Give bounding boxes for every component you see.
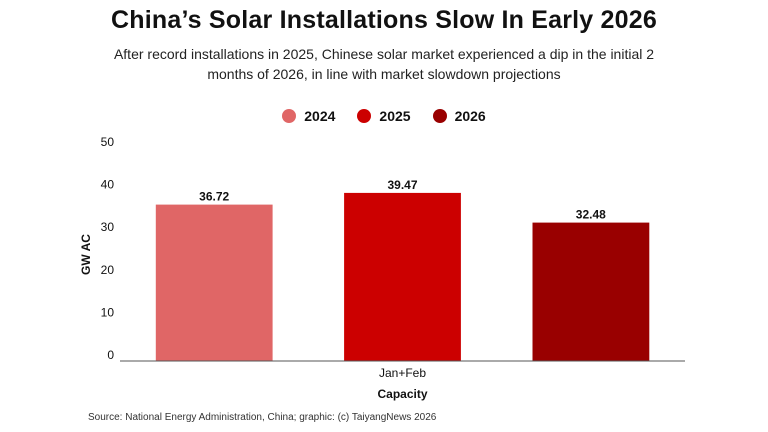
y-tick-label: 40 (101, 178, 115, 192)
y-tick-label: 50 (101, 135, 115, 149)
x-axis-label: Capacity (377, 387, 427, 401)
y-axis-label: GW AC (79, 234, 93, 275)
bar-value-label-2024: 36.72 (199, 190, 229, 204)
legend-label-2026: 2026 (454, 108, 486, 124)
source-note: Source: National Energy Administration, … (88, 412, 437, 423)
bar-value-label-2026: 32.48 (576, 208, 606, 222)
chart-title: China’s Solar Installations Slow In Earl… (111, 6, 657, 34)
legend-item-2024: 2024 (282, 108, 335, 124)
legend-item-2026: 2026 (432, 108, 486, 124)
y-tick-label: 10 (101, 305, 115, 319)
chart-subtitle: After record installations in 2025, Chin… (113, 46, 655, 82)
bars (155, 192, 650, 361)
legend-label-2024: 2024 (304, 108, 336, 124)
legend-swatch-2025 (357, 109, 372, 123)
bar-2025 (344, 192, 461, 361)
bar-2026 (532, 222, 650, 361)
y-tick-label: 30 (101, 220, 115, 234)
legend-item-2025: 2025 (357, 108, 411, 124)
bar-value-labels: 36.72 39.47 32.48 (199, 178, 606, 222)
y-axis-ticks: 0 10 20 30 40 50 (101, 135, 115, 362)
legend-label-2025: 2025 (379, 108, 411, 124)
bar-value-label-2025: 39.47 (387, 178, 417, 192)
bar-2024 (155, 204, 273, 361)
legend-swatch-2026 (432, 109, 447, 123)
legend: 2024 2025 2026 (0, 108, 768, 124)
legend-swatch-2024 (282, 109, 297, 123)
y-tick-label: 20 (101, 263, 115, 277)
y-tick-label: 0 (107, 348, 114, 362)
x-tick-label: Jan+Feb (379, 366, 426, 380)
